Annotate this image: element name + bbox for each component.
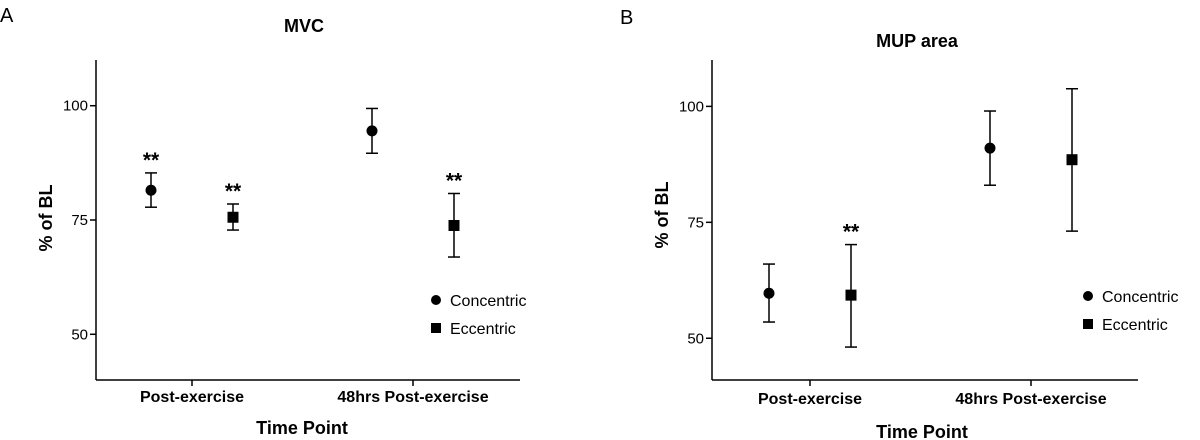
x-axis-label-a: Time Point: [256, 418, 348, 438]
data-point-concentric: [763, 287, 775, 299]
legend-label-concentric: Concentric: [1102, 289, 1178, 306]
significance-marker: **: [843, 221, 860, 244]
data-point-concentric: [366, 125, 378, 137]
data-point-eccentric: [448, 219, 460, 231]
data-point-concentric: [145, 184, 157, 196]
legend-marker-concentric: [1083, 291, 1093, 301]
legend-marker-eccentric: [431, 323, 441, 333]
y-axis-label-a: % of BL: [36, 185, 56, 252]
legend-marker-concentric: [431, 295, 441, 305]
significance-marker: **: [225, 180, 242, 203]
y-tick-label: 75: [687, 214, 704, 231]
plot-area-a: 50 75 100 Post-exercise 48hrs Post-exercise *…: [63, 60, 526, 406]
y-tick-label: 100: [679, 98, 704, 115]
data-point-eccentric: [227, 211, 239, 223]
panel-letter-b: B: [620, 7, 633, 29]
x-tick-label: Post-exercise: [140, 389, 244, 406]
y-tick-label: 100: [63, 98, 88, 115]
chart-title-a: MVC: [284, 16, 324, 36]
panel-a: A MVC % of BL Time Point 50 75 100 Post-exe…: [0, 5, 526, 438]
chart-title-b: MUP area: [876, 31, 959, 51]
y-axis-label-b: % of BL: [652, 182, 672, 249]
data-point-concentric: [984, 142, 996, 154]
y-tick-label: 75: [71, 212, 88, 229]
y-tick-label: 50: [71, 326, 88, 343]
significance-marker: **: [143, 149, 160, 172]
legend-label-eccentric: Eccentric: [1102, 317, 1168, 334]
panel-b: B MUP area % of BL Time Point 50 75 100 Pos…: [620, 7, 1178, 440]
panel-letter-a: A: [0, 5, 14, 27]
x-tick-label: Post-exercise: [758, 391, 862, 408]
legend-label-concentric: Concentric: [450, 293, 526, 310]
data-point-eccentric: [1066, 154, 1078, 166]
x-tick-label: 48hrs Post-exercise: [337, 389, 488, 406]
plot-area-b: 50 75 100 Post-exercise 48hrs Post-exercise *…: [679, 60, 1178, 408]
x-axis-label-b: Time Point: [876, 422, 968, 440]
data-point-eccentric: [845, 289, 857, 301]
significance-marker: **: [446, 169, 463, 192]
legend-marker-eccentric: [1083, 319, 1093, 329]
x-tick-label: 48hrs Post-exercise: [955, 391, 1106, 408]
y-tick-label: 50: [687, 330, 704, 347]
legend-label-eccentric: Eccentric: [450, 321, 516, 338]
